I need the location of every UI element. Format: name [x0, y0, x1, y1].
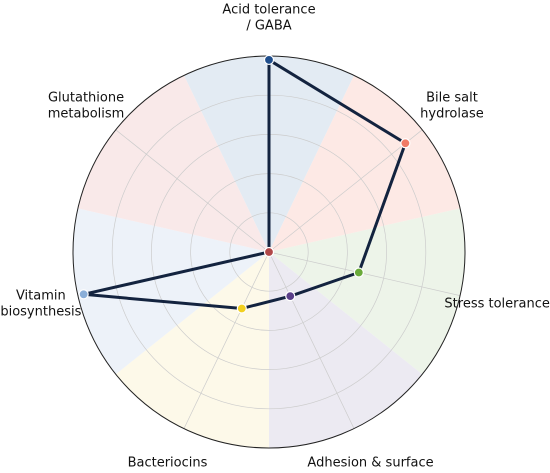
spoke: [268, 251, 461, 296]
axis-label: Vitamin: [16, 289, 66, 304]
axis-label: Glutathione: [48, 91, 124, 106]
point: [236, 303, 247, 314]
point: [263, 54, 275, 66]
point: [263, 246, 275, 258]
point: [353, 267, 364, 278]
axis-label: / GABA: [246, 19, 291, 34]
spoke: [268, 251, 355, 429]
point: [78, 289, 89, 300]
axis-label: Adhesion & surface: [307, 455, 433, 470]
axis-label: Bile salt: [426, 91, 478, 106]
point: [400, 138, 411, 149]
sector: [77, 75, 270, 253]
axis-label: hydrolase: [420, 107, 484, 122]
sector: [269, 75, 461, 253]
sector: [73, 208, 269, 375]
axis-label: biosynthesis: [0, 305, 81, 320]
sector: [269, 252, 423, 448]
point: [285, 291, 296, 302]
spoke: [268, 129, 423, 253]
spoke: [183, 251, 270, 429]
axis-label: Bacteriocins: [128, 455, 208, 470]
axis-label: metabolism: [48, 107, 125, 122]
axis-label: Stress tolerance: [444, 297, 549, 312]
sector: [115, 252, 269, 448]
sector: [269, 208, 466, 375]
axis-label: Acid tolerance: [222, 3, 315, 18]
series-line: [83, 58, 408, 311]
spoke: [115, 129, 270, 253]
